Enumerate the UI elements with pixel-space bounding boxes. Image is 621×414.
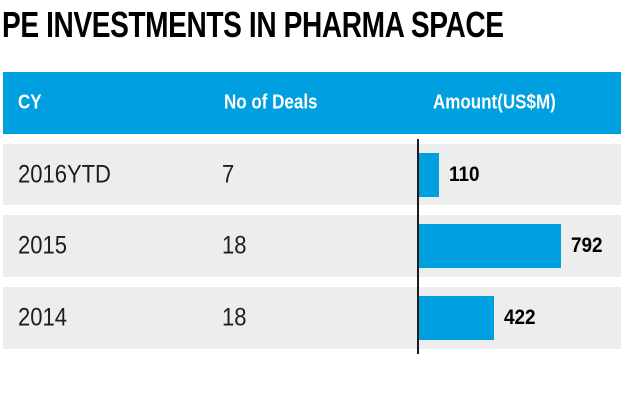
cell-deals: 18 xyxy=(222,231,247,260)
chart-title: PE INVESTMENTS IN PHARMA SPACE xyxy=(2,4,504,45)
amount-value-label: 422 xyxy=(504,306,536,329)
table-row: 2016YTD 7 110 xyxy=(3,144,621,205)
cell-deals: 7 xyxy=(222,160,235,188)
table-row: 2014 18 422 xyxy=(3,287,621,349)
amount-bar xyxy=(419,296,495,340)
amount-value-label: 110 xyxy=(448,162,480,186)
bar-cell: 792 xyxy=(419,215,621,277)
amount-bar xyxy=(419,152,439,197)
table-row: 2015 18 792 xyxy=(3,215,621,277)
cell-cy: 2015 xyxy=(18,231,67,260)
column-header-deals: No of Deals xyxy=(224,91,318,114)
axis-line xyxy=(417,139,419,354)
bar-cell: 110 xyxy=(419,144,621,205)
cell-deals: 18 xyxy=(222,303,247,332)
bar-cell: 422 xyxy=(419,287,621,349)
table-header: CY No of Deals Amount(US$M) xyxy=(3,72,621,134)
cell-cy: 2016YTD xyxy=(18,160,111,188)
column-header-amount: Amount(US$M) xyxy=(433,91,556,114)
cell-cy: 2014 xyxy=(18,303,67,332)
amount-bar xyxy=(419,224,561,268)
column-header-cy: CY xyxy=(18,91,42,114)
amount-value-label: 792 xyxy=(570,234,603,257)
